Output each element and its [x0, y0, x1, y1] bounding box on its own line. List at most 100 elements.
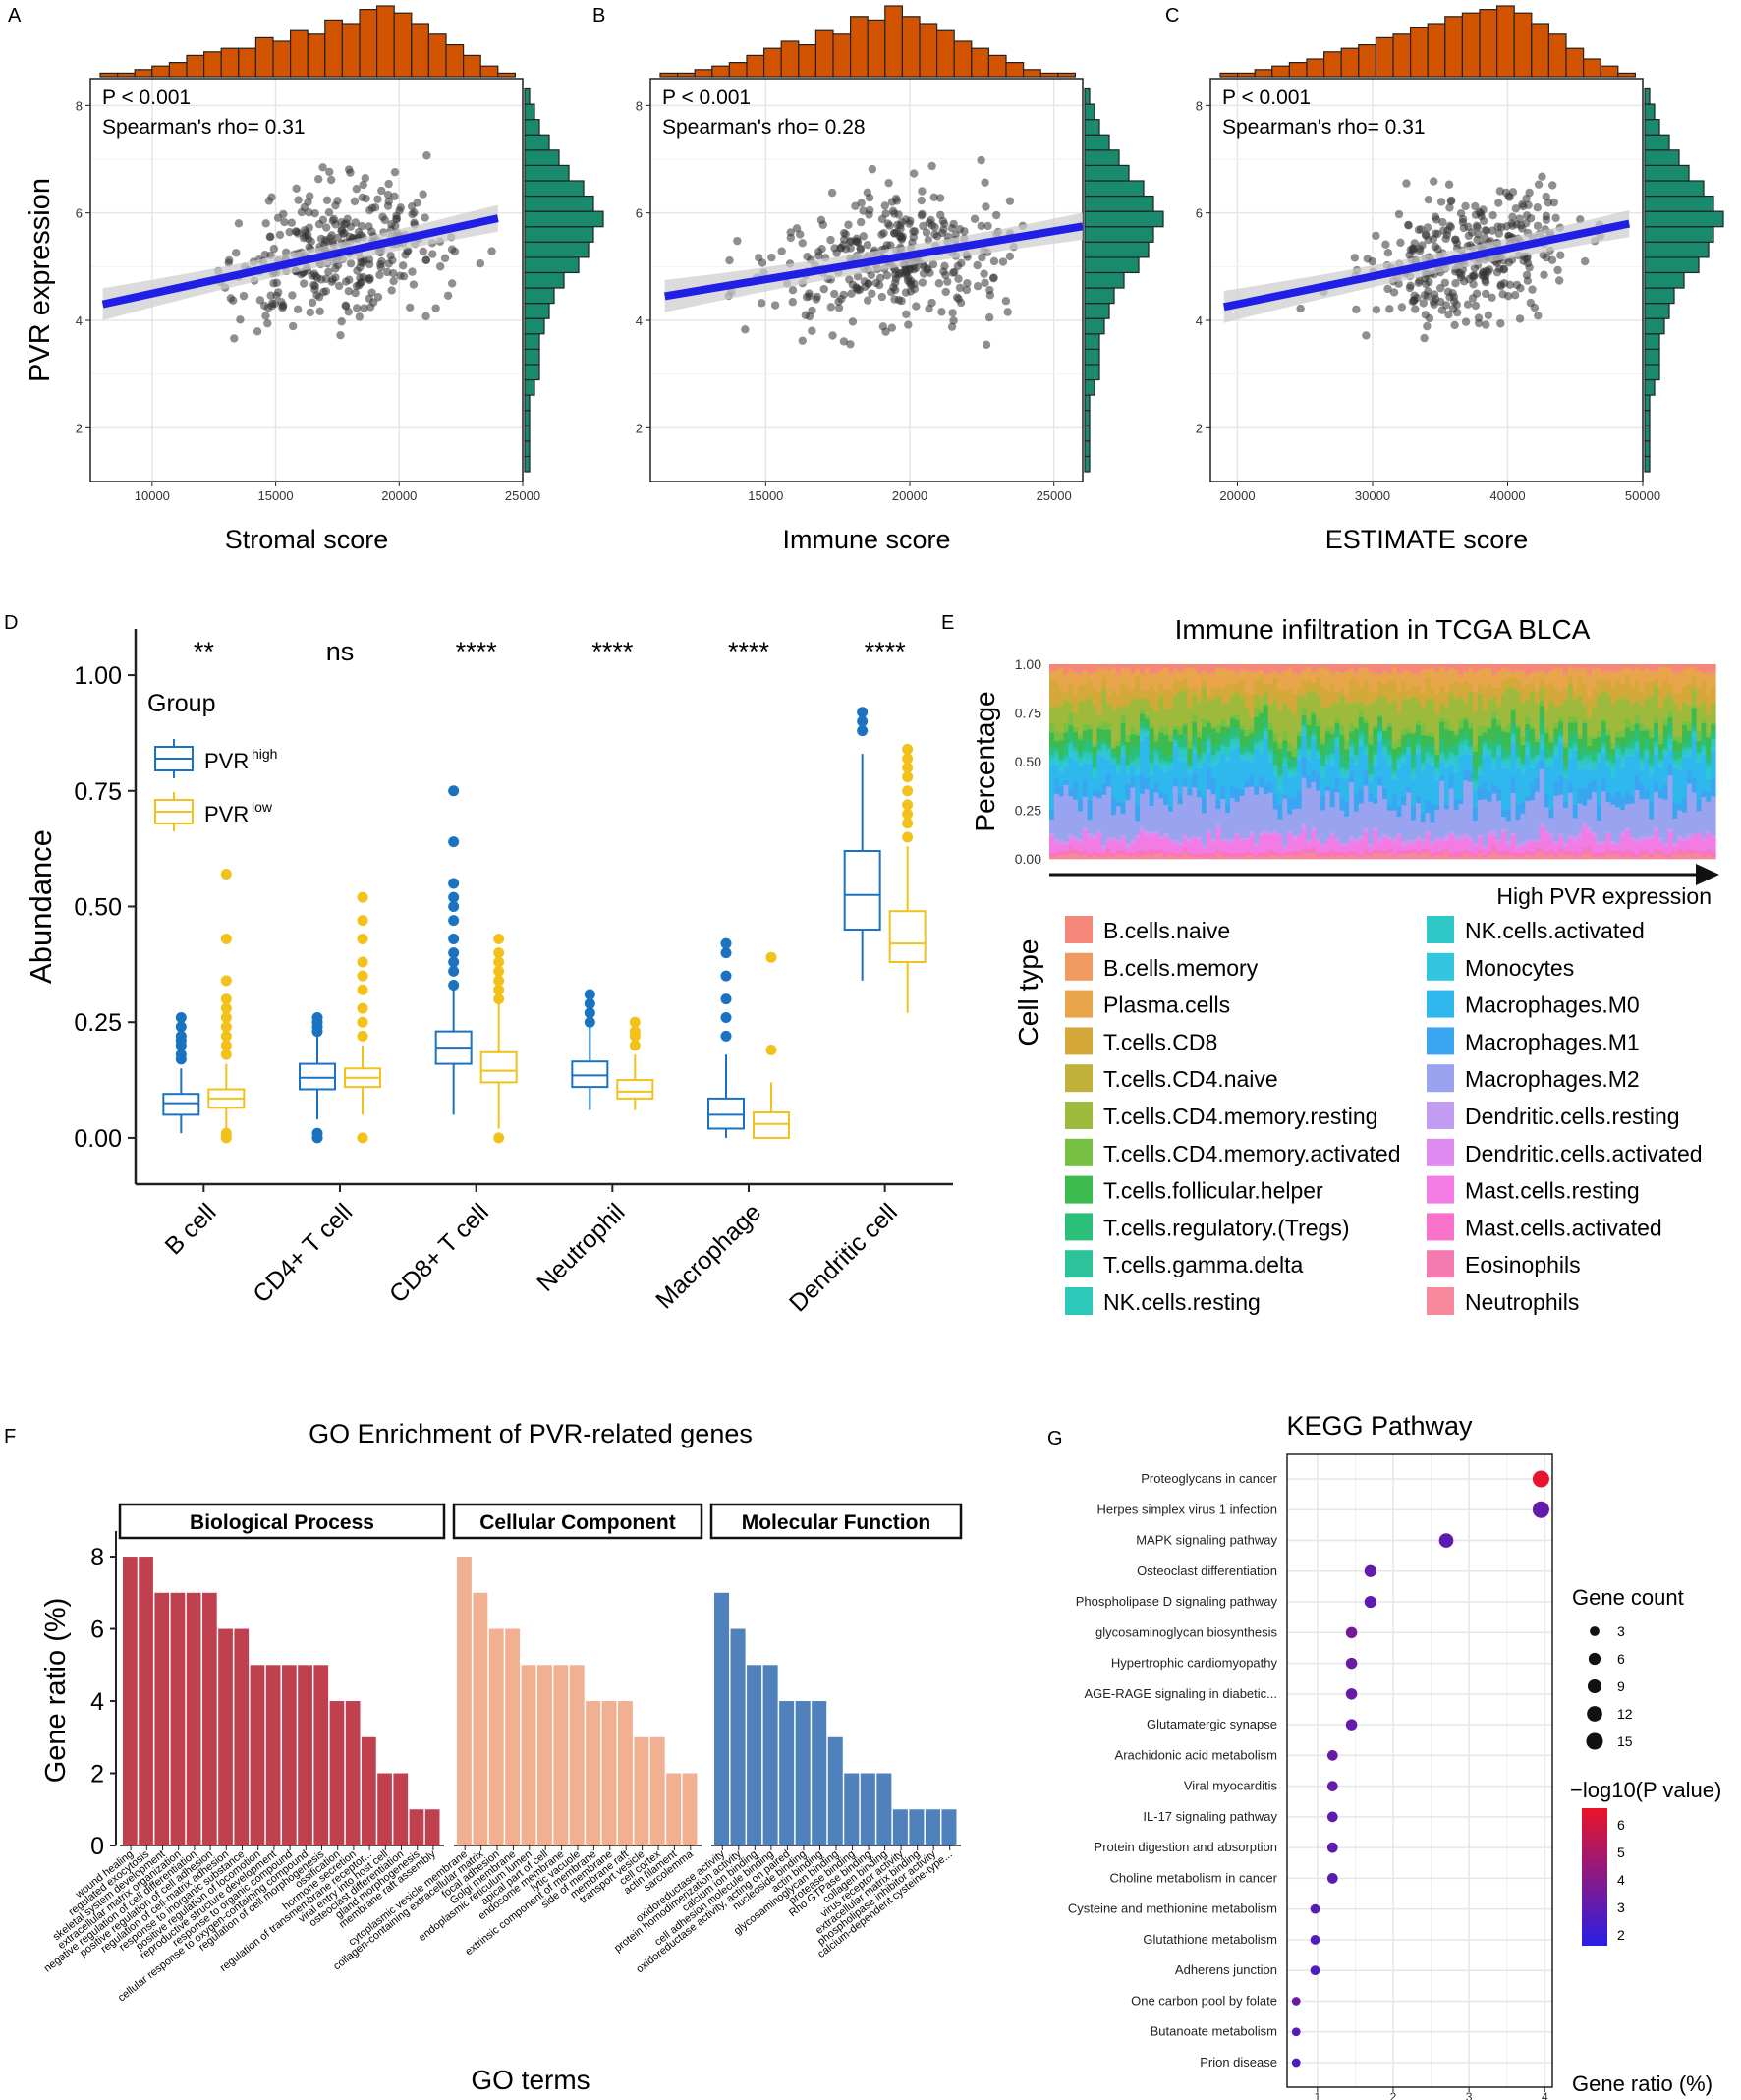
stacked-segment [1682, 838, 1688, 841]
stacked-segment [1624, 751, 1631, 755]
outlier-point [220, 933, 232, 944]
stacked-segment [1311, 735, 1317, 739]
stacked-segment [1558, 833, 1564, 836]
stacked-segment [1620, 761, 1626, 769]
stacked-segment [1439, 759, 1445, 764]
stacked-segment [1149, 775, 1155, 789]
color-legend-title: −log10(P value) [1570, 1778, 1721, 1802]
stacked-segment [1239, 680, 1246, 696]
stacked-segment [1473, 857, 1479, 860]
stacked-segment [1334, 742, 1341, 748]
stacked-segment [1639, 852, 1645, 856]
stacked-segment [1473, 672, 1479, 693]
stacked-segment [1691, 708, 1698, 724]
stacked-segment [1144, 731, 1151, 733]
stacked-segment [1168, 766, 1174, 769]
stacked-segment [1567, 747, 1574, 752]
legend-label: Monocytes [1465, 955, 1574, 981]
stacked-segment [1201, 726, 1207, 742]
stacked-segment [1344, 770, 1350, 774]
stacked-segment [1620, 755, 1626, 759]
stacked-segment [1520, 757, 1526, 764]
stacked-segment [1063, 759, 1069, 764]
stacked-segment [1563, 852, 1569, 856]
stacked-segment [1277, 855, 1283, 860]
stacked-segment [1106, 704, 1112, 724]
data-point [1505, 280, 1515, 289]
stacked-segment [1353, 840, 1360, 843]
stacked-segment [1620, 699, 1626, 731]
stacked-segment [1063, 841, 1069, 844]
stacked-segment [1087, 756, 1094, 761]
stacked-segment [1420, 812, 1427, 823]
stacked-segment [1053, 854, 1060, 857]
stacked-segment [1667, 854, 1674, 858]
stacked-segment [1130, 764, 1136, 766]
stacked-segment [1049, 836, 1055, 853]
data-point [860, 277, 869, 286]
stacked-segment [1558, 704, 1564, 707]
outlier-point [357, 1002, 368, 1014]
stacked-segment [1696, 831, 1703, 833]
stacked-segment [1530, 851, 1536, 854]
stacked-segment [1163, 766, 1169, 773]
go-bar [521, 1665, 536, 1845]
box [299, 1062, 336, 1091]
stacked-segment [1368, 801, 1374, 844]
stacked-segment [1667, 737, 1674, 741]
stacked-segment [1577, 833, 1583, 838]
stacked-segment [1396, 746, 1402, 754]
histogram-bar-top [393, 12, 413, 78]
stacked-segment [1672, 692, 1678, 702]
stacked-segment [1353, 851, 1360, 855]
stacked-segment [1544, 673, 1550, 686]
legend-label: T.cells.regulatory.(Tregs) [1103, 1215, 1350, 1240]
data-point [1406, 281, 1415, 290]
stacked-segment [1230, 670, 1236, 685]
stacked-segment [1210, 744, 1217, 755]
stacked-segment [1058, 762, 1065, 767]
stacked-segment [1649, 835, 1655, 839]
stacked-segment [1234, 741, 1241, 746]
stacked-segment [1686, 664, 1693, 667]
stacked-segment [1058, 689, 1065, 704]
x-axis-title: Gene ratio (%) [1572, 2072, 1713, 2096]
data-point [813, 292, 821, 302]
stacked-segment [1425, 758, 1432, 764]
stacked-segment [1110, 856, 1117, 860]
go-bar [329, 1701, 345, 1845]
stacked-segment [1520, 844, 1526, 847]
data-point [314, 175, 323, 184]
stacked-segment [1491, 674, 1497, 676]
stacked-segment [1657, 743, 1664, 751]
stacked-segment [1477, 765, 1484, 768]
histogram-bar-top [711, 65, 730, 78]
stacked-segment [1458, 798, 1464, 805]
histogram-bar-right [524, 440, 531, 458]
stacked-segment [1334, 722, 1341, 728]
stacked-segment [1272, 764, 1279, 766]
stacked-segment [1711, 856, 1716, 860]
stacked-segment [1411, 675, 1417, 687]
stacked-segment [1149, 831, 1155, 833]
stacked-segment [1672, 700, 1678, 704]
stacked-segment [1644, 682, 1650, 698]
stacked-segment [1677, 664, 1683, 672]
stacked-segment [1153, 735, 1159, 742]
stacked-segment [1358, 716, 1365, 728]
stacked-segment [1510, 855, 1517, 860]
stacked-segment [1215, 732, 1221, 744]
outlier-point [357, 933, 368, 944]
stacked-segment [1677, 673, 1683, 694]
histogram-bar-top [1306, 58, 1325, 78]
data-point [360, 304, 368, 312]
data-point [396, 271, 405, 280]
data-point [881, 327, 890, 336]
stacked-segment [1334, 691, 1341, 701]
stacked-segment [1706, 664, 1712, 673]
stacked-segment [1153, 854, 1159, 860]
stacked-segment [1572, 835, 1579, 840]
stacked-segment [1049, 707, 1055, 724]
stacked-segment [1192, 854, 1198, 858]
stacked-segment [1130, 854, 1136, 856]
